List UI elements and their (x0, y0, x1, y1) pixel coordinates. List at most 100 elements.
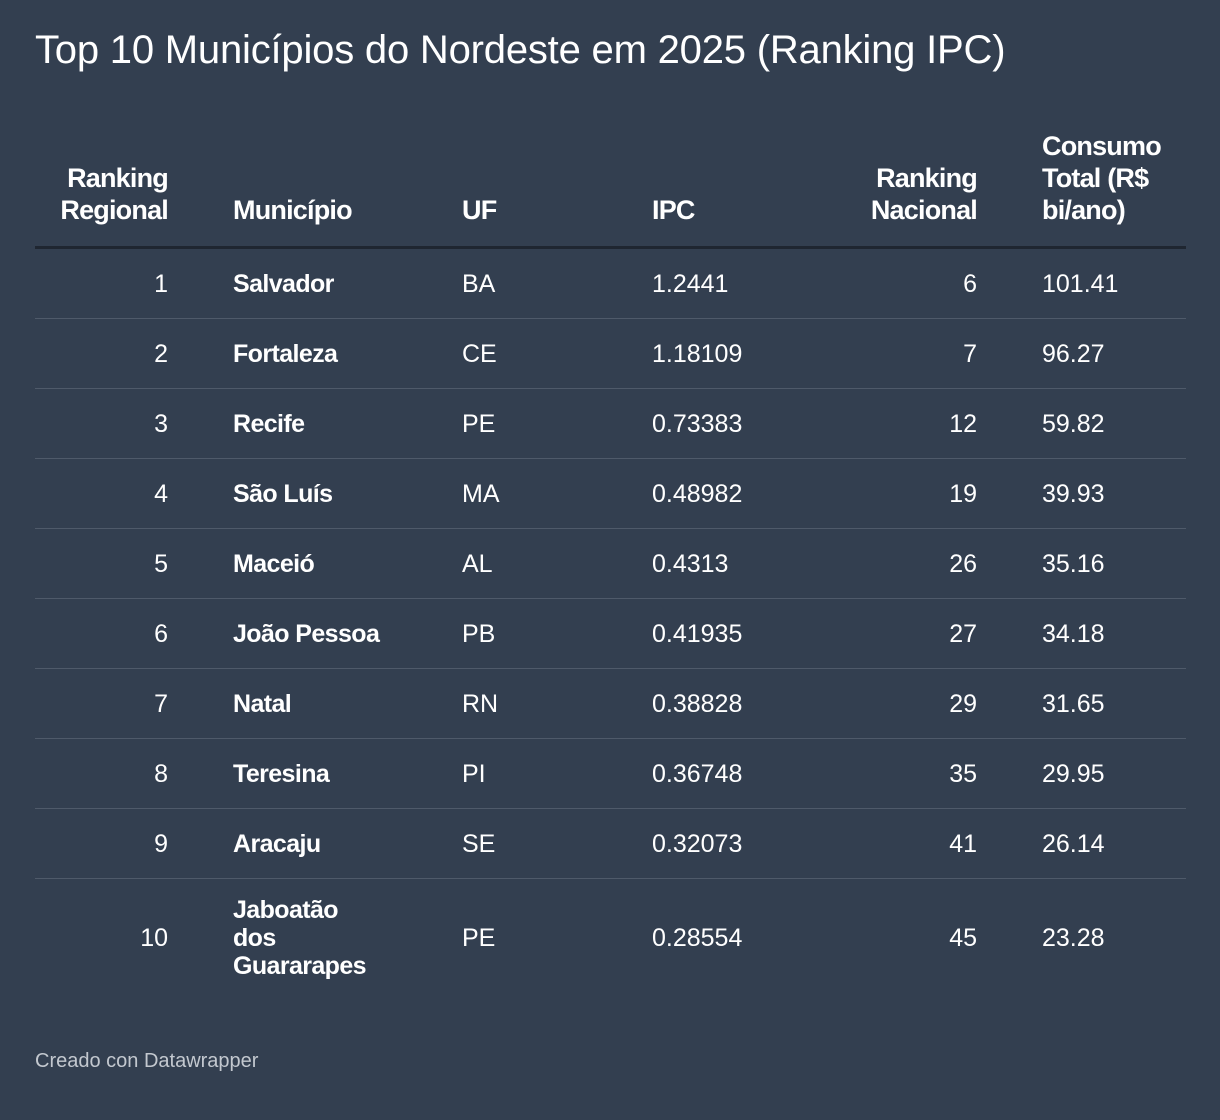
cell-ranking-regional: 1 (35, 247, 168, 319)
cell-ipc: 0.28554 (652, 924, 743, 952)
cell-uf: PE (462, 924, 496, 952)
table-row: 7 Natal RN 0.38828 29 31.65 (35, 668, 1186, 739)
cell-uf: PB (462, 598, 652, 669)
cell-consumo-total: 39.93 (1042, 458, 1186, 529)
chart-title: Top 10 Municípios do Nordeste em 2025 (R… (35, 28, 1006, 72)
cell-municipio: Fortaleza (233, 318, 462, 389)
table-row: 2 Fortaleza CE 1.18109 7 96.27 (35, 318, 1186, 389)
cell-spacer (977, 247, 1042, 319)
cell-ranking-nacional: 12 (800, 388, 977, 459)
cell-spacer (977, 388, 1042, 459)
header-ranking-nacional[interactable]: Ranking Nacional (800, 130, 978, 249)
cell-consumo-total: 35.16 (1042, 528, 1186, 599)
cell-consumo-total: 23.28 (1042, 924, 1105, 952)
cell-ipc: 0.73383 (652, 388, 800, 459)
cell-spacer (168, 808, 233, 879)
cell-uf: AL (462, 528, 652, 599)
table-row: 1 Salvador BA 1.2441 6 101.41 (35, 247, 1186, 319)
header-ipc[interactable]: IPC (652, 130, 800, 249)
cell-ranking-nacional: 27 (800, 598, 977, 669)
cell-uf: MA (462, 458, 652, 529)
cell-ipc: 0.48982 (652, 458, 800, 529)
cell-ranking-regional: 2 (35, 318, 168, 389)
cell-spacer (168, 738, 233, 809)
cell-ipc: 0.38828 (652, 668, 800, 739)
cell-ipc: 1.18109 (652, 318, 800, 389)
cell-spacer (168, 528, 233, 599)
cell-ranking-nacional: 6 (800, 247, 977, 319)
table-row: 4 São Luís MA 0.48982 19 39.93 (35, 458, 1186, 529)
cell-consumo-total: 26.14 (1042, 808, 1186, 879)
cell-uf: CE (462, 318, 652, 389)
cell-uf: SE (462, 808, 652, 879)
cell-ranking-regional: 5 (35, 528, 168, 599)
cell-municipio: Aracaju (233, 808, 462, 879)
cell-ranking-nacional: 35 (800, 738, 977, 809)
header-municipio[interactable]: Município (233, 130, 462, 249)
cell-spacer (168, 247, 233, 319)
data-table-container: Ranking Regional Município UF IPC Rankin… (35, 130, 1186, 997)
cell-spacer (168, 458, 233, 529)
header-spacer (168, 130, 233, 249)
cell-municipio: Teresina (233, 738, 462, 809)
cell-ranking-nacional: 7 (800, 318, 977, 389)
cell-spacer (168, 879, 233, 998)
cell-ipc: 0.4313 (652, 528, 800, 599)
table-row: 3 Recife PE 0.73383 12 59.82 (35, 388, 1186, 459)
table-header-row: Ranking Regional Município UF IPC Rankin… (35, 130, 1186, 249)
header-spacer (977, 130, 1042, 249)
cell-consumo-total: 96.27 (1042, 318, 1186, 389)
cell-uf: BA (462, 247, 652, 319)
cell-spacer (977, 879, 1042, 998)
cell-municipio: Jaboatão dos Guararapes (233, 879, 462, 998)
cell-ranking-regional: 3 (35, 388, 168, 459)
cell-ranking-regional: 10 (140, 924, 168, 952)
cell-municipio: Natal (233, 668, 462, 739)
table-body: 1 Salvador BA 1.2441 6 101.41 2 Fortaleza CE 1.18… (35, 247, 1186, 998)
cell-ranking-regional: 6 (35, 598, 168, 669)
cell-ranking-regional: 7 (35, 668, 168, 739)
cell-municipio: Maceió (233, 528, 462, 599)
cell-ranking-nacional: 29 (800, 668, 977, 739)
table-row: 9 Aracaju SE 0.32073 41 26.14 (35, 808, 1186, 879)
cell-consumo-total: 101.41 (1042, 247, 1186, 319)
cell-municipio: Salvador (233, 247, 462, 319)
cell-ipc: 0.32073 (652, 808, 800, 879)
cell-ranking-regional: 8 (35, 738, 168, 809)
header-uf[interactable]: UF (462, 130, 652, 249)
ranking-table: Ranking Regional Município UF IPC Rankin… (35, 130, 1186, 997)
cell-ipc: 0.36748 (652, 738, 800, 809)
header-ranking-regional[interactable]: Ranking Regional (35, 130, 169, 249)
cell-ranking-regional: 4 (35, 458, 168, 529)
cell-spacer (977, 598, 1042, 669)
cell-spacer (168, 668, 233, 739)
cell-consumo-total: 34.18 (1042, 598, 1186, 669)
cell-spacer (977, 738, 1042, 809)
table-row: 6 João Pessoa PB 0.41935 27 34.18 (35, 598, 1186, 669)
table-row: 5 Maceió AL 0.4313 26 35.16 (35, 528, 1186, 599)
header-consumo-total[interactable]: Consumo Total (R$ bi/ano) (1042, 130, 1186, 249)
cell-consumo-total: 31.65 (1042, 668, 1186, 739)
cell-spacer (977, 808, 1042, 879)
municipio-name: Jaboatão dos Guararapes (233, 896, 367, 980)
cell-municipio: João Pessoa (233, 598, 462, 669)
cell-ipc: 1.2441 (652, 247, 800, 319)
table-row: 10 Jaboatão dos Guararapes PE 0.28554 45 23.2… (35, 879, 1186, 998)
cell-municipio: Recife (233, 388, 462, 459)
cell-consumo-total: 29.95 (1042, 738, 1186, 809)
cell-ranking-nacional: 19 (800, 458, 977, 529)
cell-uf: PI (462, 738, 652, 809)
cell-spacer (168, 318, 233, 389)
cell-municipio: São Luís (233, 458, 462, 529)
cell-ipc: 0.41935 (652, 598, 800, 669)
cell-uf: PE (462, 388, 652, 459)
cell-ranking-nacional: 41 (800, 808, 977, 879)
cell-uf: RN (462, 668, 652, 739)
cell-ranking-regional: 9 (35, 808, 168, 879)
cell-spacer (977, 318, 1042, 389)
cell-spacer (977, 528, 1042, 599)
cell-spacer (977, 458, 1042, 529)
cell-ranking-nacional: 45 (949, 924, 977, 952)
cell-ranking-nacional: 26 (800, 528, 977, 599)
cell-spacer (168, 598, 233, 669)
